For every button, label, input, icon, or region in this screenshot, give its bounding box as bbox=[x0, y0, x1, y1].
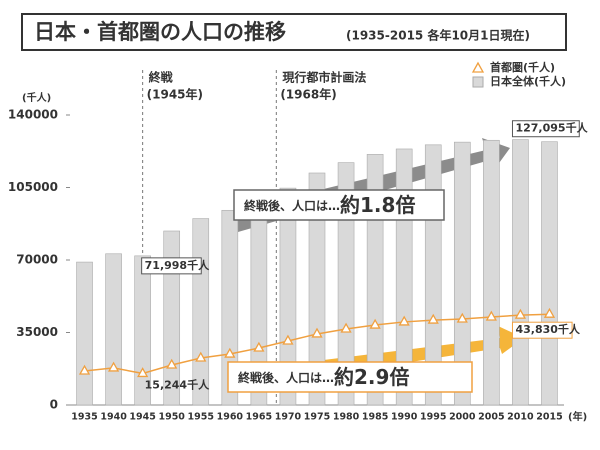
callout-text: 終戦後、人口は…約1.8倍 bbox=[244, 193, 415, 217]
callout-emphasis: 約1.8倍 bbox=[340, 193, 415, 217]
y-tick-label: 70000 bbox=[16, 253, 58, 267]
y-tick-label: 105000 bbox=[8, 180, 58, 194]
callout-box bbox=[233, 189, 445, 221]
bar bbox=[192, 218, 210, 406]
annotation-sublabel: (1968年) bbox=[280, 87, 336, 102]
line-marker bbox=[137, 367, 149, 378]
line-marker bbox=[166, 358, 178, 369]
y-tick-label: 0 bbox=[50, 398, 58, 412]
x-tick-label: 1945 bbox=[129, 412, 155, 423]
line-marker bbox=[311, 327, 323, 338]
x-tick-label: 1985 bbox=[362, 412, 388, 423]
x-tick-label: 1935 bbox=[71, 412, 97, 423]
legend-marker bbox=[472, 76, 484, 88]
x-tick-label: 1990 bbox=[391, 412, 418, 423]
bar bbox=[483, 139, 500, 406]
bar bbox=[279, 187, 297, 406]
x-tick-label: 1965 bbox=[246, 412, 272, 423]
y-unit: (千人) bbox=[22, 91, 51, 104]
x-tick-label: 1995 bbox=[420, 412, 446, 423]
value-label-box bbox=[511, 120, 580, 138]
y-tick-label: 35000 bbox=[16, 325, 58, 339]
bar bbox=[76, 261, 93, 406]
chart-subtitle: (1935-2015 各年10月1日現在) bbox=[346, 28, 530, 43]
value-label: 15,244千人 bbox=[145, 377, 210, 391]
annotation-sublabel: (1945年) bbox=[147, 87, 203, 102]
line-marker bbox=[78, 364, 91, 375]
bar bbox=[134, 255, 151, 406]
line-marker bbox=[253, 341, 265, 352]
line-marker bbox=[224, 347, 236, 358]
line-marker bbox=[369, 318, 381, 329]
x-tick-label: 1970 bbox=[275, 412, 302, 423]
callout-emphasis: 約2.9倍 bbox=[334, 365, 409, 389]
x-tick-label: 2015 bbox=[536, 412, 562, 423]
x-tick-label: 1940 bbox=[100, 412, 127, 423]
legend-label: 首都圏(千人) bbox=[490, 60, 555, 74]
value-label: 127,095千人 bbox=[515, 121, 588, 135]
line-marker bbox=[107, 361, 120, 372]
x-tick-label: 1975 bbox=[304, 412, 330, 423]
value-label-box bbox=[141, 257, 202, 275]
line-marker bbox=[485, 310, 497, 321]
line-marker bbox=[340, 322, 352, 333]
y-tick-label: 140000 bbox=[8, 108, 58, 122]
value-label: 43,830千人 bbox=[515, 322, 580, 336]
x-tick-label: 1980 bbox=[333, 412, 360, 423]
chart-title: 日本・首都圏の人口の推移 bbox=[34, 20, 286, 44]
x-tick-label: 1955 bbox=[188, 412, 214, 423]
callout-lead: 終戦後、人口は… bbox=[238, 370, 334, 385]
value-label-box bbox=[511, 321, 573, 339]
line-marker bbox=[543, 307, 556, 318]
bar bbox=[337, 162, 355, 406]
line-marker bbox=[427, 313, 439, 324]
title-box bbox=[21, 13, 567, 51]
line-marker bbox=[456, 312, 468, 323]
x-unit: (年) bbox=[568, 410, 587, 423]
line-marker bbox=[398, 315, 410, 326]
line-marker bbox=[282, 334, 294, 345]
legend-marker bbox=[471, 61, 485, 73]
x-tick-label: 2005 bbox=[478, 412, 504, 423]
bar bbox=[512, 139, 529, 406]
x-tick-label: 1960 bbox=[217, 412, 244, 423]
x-tick-label: 2010 bbox=[507, 412, 534, 423]
x-tick-label: 2000 bbox=[449, 412, 476, 423]
value-label: 71,998千人 bbox=[145, 258, 210, 272]
annotation-label: 現行都市計画法 bbox=[282, 70, 366, 85]
bar bbox=[163, 230, 181, 406]
x-tick-label: 1950 bbox=[158, 412, 185, 423]
callout-box bbox=[227, 361, 473, 393]
annotation-label: 終戦 bbox=[149, 70, 174, 85]
line-marker bbox=[514, 308, 527, 319]
legend-label: 日本全体(千人) bbox=[490, 74, 566, 88]
callout-text: 終戦後、人口は…約2.9倍 bbox=[238, 365, 409, 389]
bar bbox=[105, 253, 122, 406]
bar bbox=[541, 141, 558, 406]
line-marker bbox=[195, 351, 207, 362]
callout-lead: 終戦後、人口は… bbox=[244, 198, 340, 213]
bar bbox=[308, 172, 326, 406]
bar bbox=[453, 141, 471, 406]
